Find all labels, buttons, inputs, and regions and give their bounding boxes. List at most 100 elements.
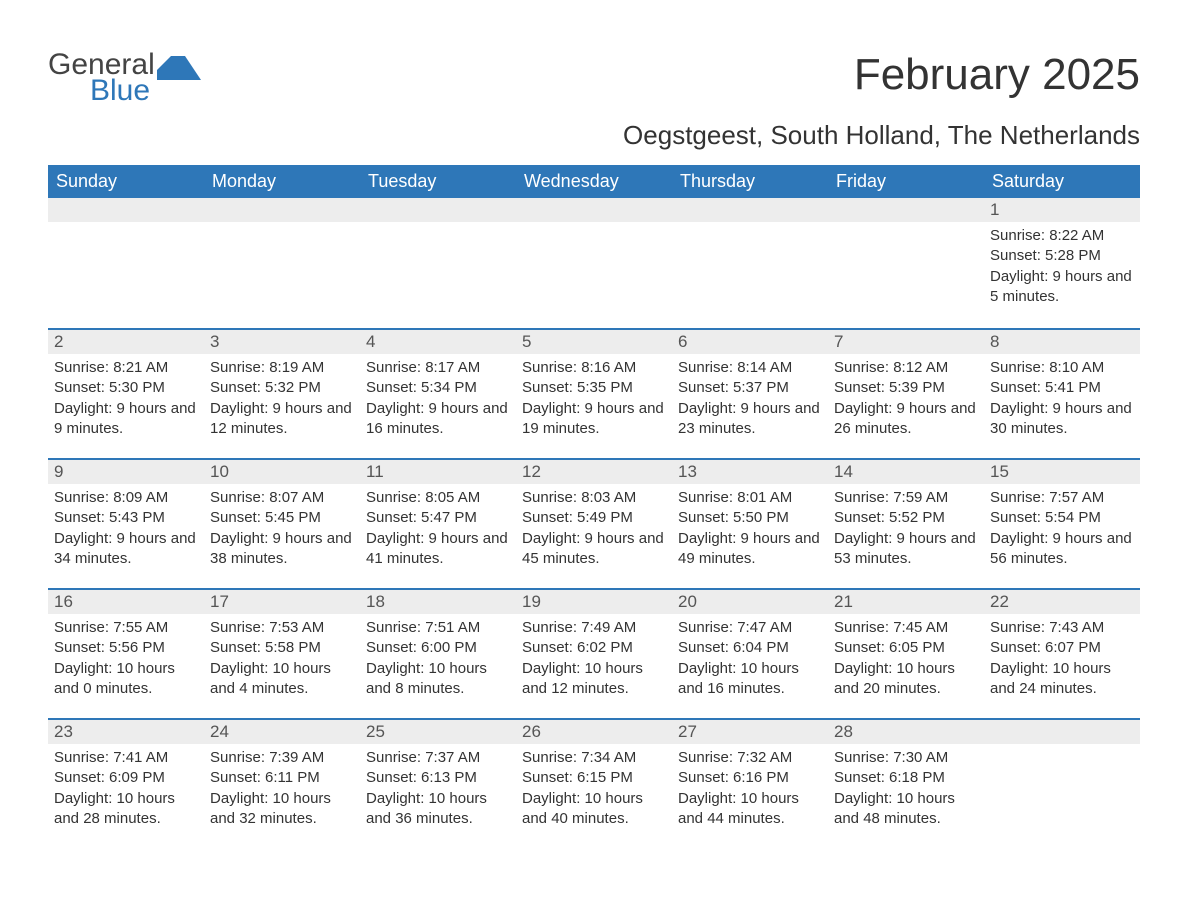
sunset-text: Sunset: 5:41 PM [990, 378, 1134, 398]
sunset-text: Sunset: 6:13 PM [366, 768, 510, 788]
sunrise-text: Sunrise: 8:10 AM [990, 358, 1134, 378]
day-number: 4 [360, 330, 516, 354]
calendar-day [360, 198, 516, 328]
day-content: Sunrise: 8:01 AMSunset: 5:50 PMDaylight:… [672, 484, 828, 581]
daylight-text: Daylight: 9 hours and 41 minutes. [366, 529, 510, 570]
day-number [984, 720, 1140, 744]
sunset-text: Sunset: 6:15 PM [522, 768, 666, 788]
day-content [48, 222, 204, 238]
calendar: Sunday Monday Tuesday Wednesday Thursday… [48, 165, 1140, 848]
day-content [828, 222, 984, 238]
sunset-text: Sunset: 6:16 PM [678, 768, 822, 788]
calendar-day [204, 198, 360, 328]
day-number [828, 198, 984, 222]
day-number: 1 [984, 198, 1140, 222]
sunrise-text: Sunrise: 7:41 AM [54, 748, 198, 768]
sunrise-text: Sunrise: 8:16 AM [522, 358, 666, 378]
weekday-header: Wednesday [516, 165, 672, 198]
day-number: 8 [984, 330, 1140, 354]
day-content: Sunrise: 7:49 AMSunset: 6:02 PMDaylight:… [516, 614, 672, 711]
sunrise-text: Sunrise: 8:17 AM [366, 358, 510, 378]
day-content: Sunrise: 7:51 AMSunset: 6:00 PMDaylight:… [360, 614, 516, 711]
sunrise-text: Sunrise: 7:59 AM [834, 488, 978, 508]
day-content: Sunrise: 7:34 AMSunset: 6:15 PMDaylight:… [516, 744, 672, 841]
sunset-text: Sunset: 6:05 PM [834, 638, 978, 658]
sunset-text: Sunset: 5:56 PM [54, 638, 198, 658]
day-content: Sunrise: 7:45 AMSunset: 6:05 PMDaylight:… [828, 614, 984, 711]
day-content: Sunrise: 7:47 AMSunset: 6:04 PMDaylight:… [672, 614, 828, 711]
calendar-day: 18Sunrise: 7:51 AMSunset: 6:00 PMDayligh… [360, 590, 516, 718]
calendar-day: 23Sunrise: 7:41 AMSunset: 6:09 PMDayligh… [48, 720, 204, 848]
day-number: 27 [672, 720, 828, 744]
day-content: Sunrise: 7:43 AMSunset: 6:07 PMDaylight:… [984, 614, 1140, 711]
calendar-day: 3Sunrise: 8:19 AMSunset: 5:32 PMDaylight… [204, 330, 360, 458]
sunrise-text: Sunrise: 7:39 AM [210, 748, 354, 768]
sunset-text: Sunset: 6:07 PM [990, 638, 1134, 658]
weeks-container: 1Sunrise: 8:22 AMSunset: 5:28 PMDaylight… [48, 198, 1140, 848]
daylight-text: Daylight: 10 hours and 8 minutes. [366, 659, 510, 700]
day-number: 21 [828, 590, 984, 614]
weekday-header: Tuesday [360, 165, 516, 198]
sunset-text: Sunset: 5:30 PM [54, 378, 198, 398]
sunset-text: Sunset: 6:04 PM [678, 638, 822, 658]
day-number [204, 198, 360, 222]
weekday-header: Thursday [672, 165, 828, 198]
flag-icon [157, 54, 203, 89]
day-content: Sunrise: 7:55 AMSunset: 5:56 PMDaylight:… [48, 614, 204, 711]
day-number: 23 [48, 720, 204, 744]
sunset-text: Sunset: 5:47 PM [366, 508, 510, 528]
calendar-week: 9Sunrise: 8:09 AMSunset: 5:43 PMDaylight… [48, 458, 1140, 588]
day-content: Sunrise: 8:07 AMSunset: 5:45 PMDaylight:… [204, 484, 360, 581]
day-number: 25 [360, 720, 516, 744]
brand-text: General Blue [48, 50, 155, 106]
sunset-text: Sunset: 5:58 PM [210, 638, 354, 658]
day-number: 12 [516, 460, 672, 484]
sunset-text: Sunset: 6:18 PM [834, 768, 978, 788]
daylight-text: Daylight: 10 hours and 36 minutes. [366, 789, 510, 830]
daylight-text: Daylight: 10 hours and 28 minutes. [54, 789, 198, 830]
day-number [516, 198, 672, 222]
sunset-text: Sunset: 6:11 PM [210, 768, 354, 788]
daylight-text: Daylight: 10 hours and 0 minutes. [54, 659, 198, 700]
location: Oegstgeest, South Holland, The Netherlan… [48, 120, 1140, 151]
sunset-text: Sunset: 5:54 PM [990, 508, 1134, 528]
sunrise-text: Sunrise: 8:05 AM [366, 488, 510, 508]
day-number: 9 [48, 460, 204, 484]
calendar-day: 16Sunrise: 7:55 AMSunset: 5:56 PMDayligh… [48, 590, 204, 718]
day-content: Sunrise: 8:12 AMSunset: 5:39 PMDaylight:… [828, 354, 984, 451]
calendar-day: 26Sunrise: 7:34 AMSunset: 6:15 PMDayligh… [516, 720, 672, 848]
day-content: Sunrise: 8:10 AMSunset: 5:41 PMDaylight:… [984, 354, 1140, 451]
day-content: Sunrise: 8:16 AMSunset: 5:35 PMDaylight:… [516, 354, 672, 451]
calendar-week: 16Sunrise: 7:55 AMSunset: 5:56 PMDayligh… [48, 588, 1140, 718]
day-content [984, 744, 1140, 760]
weekday-header-row: Sunday Monday Tuesday Wednesday Thursday… [48, 165, 1140, 198]
calendar-day: 27Sunrise: 7:32 AMSunset: 6:16 PMDayligh… [672, 720, 828, 848]
weekday-header: Saturday [984, 165, 1140, 198]
daylight-text: Daylight: 9 hours and 12 minutes. [210, 399, 354, 440]
day-content: Sunrise: 8:17 AMSunset: 5:34 PMDaylight:… [360, 354, 516, 451]
daylight-text: Daylight: 10 hours and 24 minutes. [990, 659, 1134, 700]
calendar-day: 2Sunrise: 8:21 AMSunset: 5:30 PMDaylight… [48, 330, 204, 458]
day-content [516, 222, 672, 238]
calendar-day: 19Sunrise: 7:49 AMSunset: 6:02 PMDayligh… [516, 590, 672, 718]
calendar-day: 12Sunrise: 8:03 AMSunset: 5:49 PMDayligh… [516, 460, 672, 588]
sunrise-text: Sunrise: 7:43 AM [990, 618, 1134, 638]
daylight-text: Daylight: 9 hours and 23 minutes. [678, 399, 822, 440]
day-number: 18 [360, 590, 516, 614]
day-content: Sunrise: 8:03 AMSunset: 5:49 PMDaylight:… [516, 484, 672, 581]
day-content: Sunrise: 8:22 AMSunset: 5:28 PMDaylight:… [984, 222, 1140, 319]
sunset-text: Sunset: 5:32 PM [210, 378, 354, 398]
header: General Blue February 2025 [48, 50, 1140, 106]
sunrise-text: Sunrise: 8:21 AM [54, 358, 198, 378]
day-content: Sunrise: 7:53 AMSunset: 5:58 PMDaylight:… [204, 614, 360, 711]
day-content [360, 222, 516, 238]
day-number: 10 [204, 460, 360, 484]
daylight-text: Daylight: 9 hours and 19 minutes. [522, 399, 666, 440]
daylight-text: Daylight: 10 hours and 4 minutes. [210, 659, 354, 700]
sunrise-text: Sunrise: 8:01 AM [678, 488, 822, 508]
sunrise-text: Sunrise: 8:22 AM [990, 226, 1134, 246]
calendar-day: 6Sunrise: 8:14 AMSunset: 5:37 PMDaylight… [672, 330, 828, 458]
daylight-text: Daylight: 9 hours and 16 minutes. [366, 399, 510, 440]
daylight-text: Daylight: 9 hours and 9 minutes. [54, 399, 198, 440]
calendar-day: 24Sunrise: 7:39 AMSunset: 6:11 PMDayligh… [204, 720, 360, 848]
